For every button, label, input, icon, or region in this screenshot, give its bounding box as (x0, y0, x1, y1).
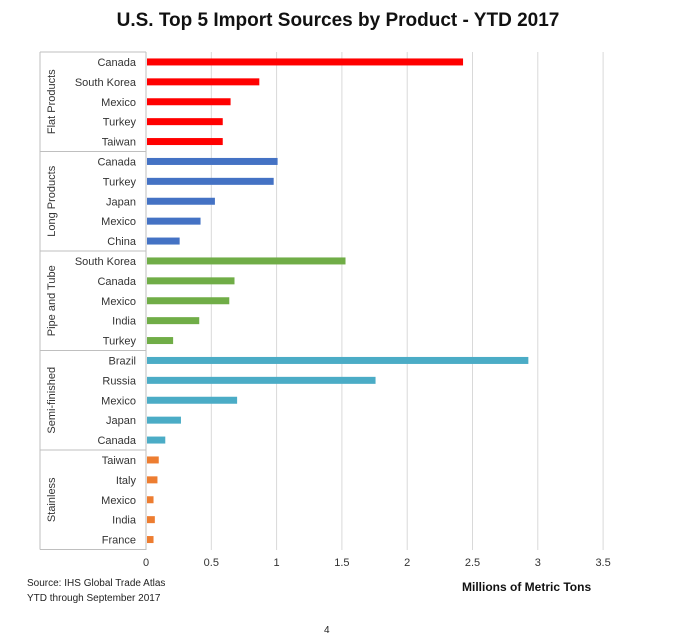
bar (147, 516, 155, 524)
bar (147, 337, 174, 345)
group-label: Flat Products (46, 69, 58, 134)
x-axis-label: Millions of Metric Tons (462, 580, 592, 594)
category-label: Canada (97, 156, 136, 168)
category-label: India (112, 515, 137, 527)
page-number: 4 (324, 625, 330, 636)
bar (147, 197, 215, 205)
bar (147, 277, 235, 285)
category-label: Mexico (101, 296, 136, 308)
chart-title: U.S. Top 5 Import Sources by Product - Y… (116, 10, 560, 31)
category-label: India (112, 316, 137, 328)
bar (147, 496, 154, 504)
category-label: Italy (116, 475, 137, 487)
x-tick-label: 1 (274, 557, 280, 569)
x-tick-label: 3 (535, 557, 541, 569)
category-label: Mexico (101, 495, 136, 507)
x-tick-label: 0.5 (204, 557, 219, 569)
bar (147, 317, 200, 325)
group-label: Pipe and Tube (46, 265, 58, 336)
group-label: Stainless (46, 477, 58, 522)
bar (147, 177, 274, 185)
bar (147, 297, 230, 305)
group-label: Long Products (46, 165, 58, 236)
bar (147, 257, 346, 265)
bar (147, 138, 223, 146)
bar (147, 157, 278, 165)
category-label: South Korea (75, 77, 137, 89)
x-tick-label: 3.5 (595, 557, 610, 569)
bar (147, 416, 181, 424)
category-label: Turkey (103, 117, 137, 129)
category-label: Brazil (108, 355, 136, 367)
category-label: Turkey (103, 176, 137, 188)
bar (147, 376, 376, 384)
bar (147, 58, 464, 66)
category-label: Japan (106, 196, 136, 208)
x-tick-label: 2.5 (465, 557, 480, 569)
category-label: Canada (97, 276, 136, 288)
bar (147, 237, 180, 245)
x-tick-label: 2 (404, 557, 410, 569)
category-label: Mexico (101, 216, 136, 228)
category-label: Russia (102, 375, 137, 387)
x-tick-label: 0 (143, 557, 149, 569)
category-label: Taiwan (102, 455, 136, 467)
bar (147, 356, 529, 364)
category-label: Mexico (101, 395, 136, 407)
bar (147, 476, 158, 484)
bar (147, 118, 223, 126)
period-note: YTD through September 2017 (27, 593, 161, 604)
bar (147, 217, 201, 225)
source-note: Source: IHS Global Trade Atlas (27, 578, 166, 589)
bar (147, 78, 260, 86)
bar (147, 456, 159, 464)
group-label: Semi-finished (46, 367, 58, 434)
category-label: Canada (97, 435, 136, 447)
category-label: Turkey (103, 336, 137, 348)
bar (147, 536, 154, 544)
bar (147, 396, 238, 404)
category-label: Mexico (101, 97, 136, 109)
bar (147, 98, 231, 106)
category-label: South Korea (75, 256, 137, 268)
category-label: China (107, 236, 137, 248)
bar (147, 436, 166, 444)
category-label: France (102, 535, 136, 547)
category-label: Taiwan (102, 137, 136, 149)
category-label: Canada (97, 57, 136, 69)
category-label: Japan (106, 415, 136, 427)
x-tick-label: 1.5 (334, 557, 349, 569)
